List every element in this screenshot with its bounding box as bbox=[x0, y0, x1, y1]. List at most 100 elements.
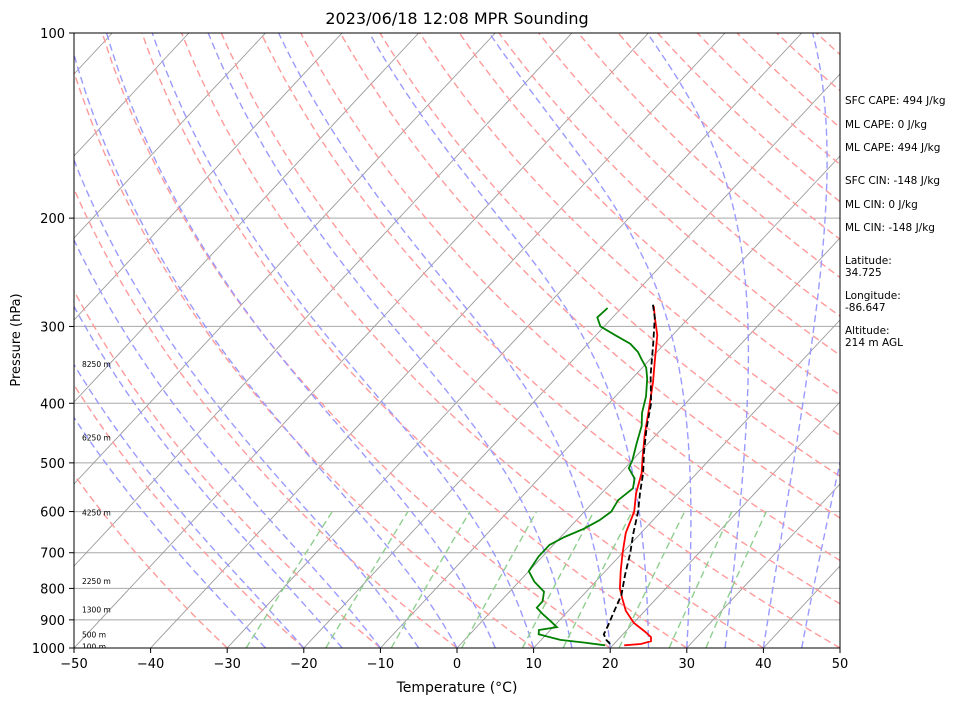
x-axis-label: Temperature (°C) bbox=[396, 680, 518, 696]
isotherm-line bbox=[686, 483, 840, 648]
sounding-profiles bbox=[527, 303, 659, 647]
altitude-value: 214 m AGL bbox=[845, 337, 903, 349]
ml-cape-text: ML CAPE: 0 J/kg bbox=[845, 119, 927, 131]
moist-adiabat-line bbox=[74, 363, 305, 648]
dry-adiabat-line bbox=[419, 33, 840, 437]
isotherm-line bbox=[74, 33, 190, 157]
mixing-ratio-line bbox=[562, 511, 633, 648]
x-tick-label: 40 bbox=[755, 657, 772, 672]
y-tick-label: 700 bbox=[40, 547, 65, 562]
parcel-line bbox=[602, 303, 656, 645]
height-label: 8250 m bbox=[82, 360, 111, 369]
y-tick-label: 600 bbox=[40, 506, 65, 521]
sfc-cape-text: SFC CAPE: 494 J/kg bbox=[845, 95, 946, 107]
mixing-ratio-line bbox=[325, 511, 409, 648]
height-label: 6250 m bbox=[82, 434, 111, 443]
stats-panel: SFC CAPE: 494 J/kg ML CAPE: 0 J/kg ML CA… bbox=[845, 95, 946, 349]
height-label: 2250 m bbox=[82, 577, 111, 586]
x-axis: −50 −40 −30 −20 −10 0 10 20 30 40 50 bbox=[60, 648, 848, 672]
longitude-label: Longitude: bbox=[845, 290, 901, 302]
height-label: 100 m bbox=[82, 642, 106, 651]
background-lines bbox=[74, 33, 840, 648]
moist-adiabat-line bbox=[368, 33, 650, 648]
moist-adiabat-line bbox=[74, 238, 381, 648]
y-tick-label: 1000 bbox=[32, 642, 65, 657]
x-tick-label: −20 bbox=[290, 657, 317, 672]
dry-adiabat-line bbox=[379, 33, 840, 478]
sfc-cin-text: SFC CIN: -148 J/kg bbox=[845, 175, 940, 187]
x-tick-label: 30 bbox=[679, 657, 696, 672]
dry-adiabat-line bbox=[260, 33, 840, 605]
isotherm-line bbox=[533, 319, 840, 648]
mixing-ratio-line bbox=[521, 511, 595, 648]
y-axis: 100 200 300 400 500 600 700 800 900 1000 bbox=[32, 27, 74, 657]
x-tick-label: −40 bbox=[137, 657, 164, 672]
moist-adiabat-line bbox=[762, 33, 828, 648]
mixing-ratio-line bbox=[618, 511, 686, 648]
ml-cin-text-2: ML CIN: -148 J/kg bbox=[845, 222, 935, 234]
height-label: 1300 m bbox=[82, 606, 111, 615]
moist-adiabat-line bbox=[207, 33, 573, 648]
dry-adiabat-line bbox=[498, 33, 840, 357]
y-tick-label: 100 bbox=[40, 27, 65, 42]
x-tick-label: −10 bbox=[367, 657, 394, 672]
isotherm-line bbox=[303, 73, 840, 648]
y-axis-label: Pressure (hPa) bbox=[9, 293, 24, 386]
isotherm-line bbox=[74, 33, 266, 239]
moist-adiabat-line bbox=[151, 33, 535, 648]
longitude-value: -86.647 bbox=[845, 302, 886, 314]
dry-adiabat-line bbox=[577, 33, 840, 279]
ml-cape-text-2: ML CAPE: 494 J/kg bbox=[845, 142, 940, 154]
isotherm-line bbox=[74, 33, 420, 403]
mixing-ratio-line bbox=[705, 511, 767, 648]
x-tick-label: 0 bbox=[453, 657, 461, 672]
altitude-label: Altitude: bbox=[845, 325, 890, 337]
moist-adiabat-line bbox=[646, 33, 750, 648]
moist-adiabat-line bbox=[74, 416, 267, 648]
plot-background bbox=[74, 33, 840, 648]
mixing-ratio-line bbox=[245, 511, 333, 648]
mixing-ratio-line bbox=[461, 511, 538, 648]
y-tick-label: 200 bbox=[40, 212, 65, 227]
moist-adiabat-line bbox=[74, 51, 458, 648]
dry-adiabat-line bbox=[74, 187, 458, 648]
dry-adiabat-line bbox=[657, 33, 840, 203]
moist-adiabat-line bbox=[488, 33, 692, 648]
chart-title: 2023/06/18 12:08 MPR Sounding bbox=[325, 9, 588, 28]
y-tick-label: 500 bbox=[40, 457, 65, 472]
dry-adiabat-line bbox=[101, 33, 611, 648]
isotherm-line bbox=[226, 33, 803, 648]
height-labels: 100 m 500 m 1300 m 2250 m 4250 m 6250 m 8250 m bbox=[82, 360, 111, 651]
dry-adiabat-line bbox=[74, 69, 535, 648]
isotherm-line bbox=[74, 33, 496, 485]
dry-adiabat-line bbox=[220, 33, 840, 648]
x-tick-label: −30 bbox=[213, 657, 240, 672]
isotherm-line bbox=[380, 155, 840, 648]
dry-adiabat-line bbox=[339, 33, 840, 519]
temperature-line bbox=[618, 306, 659, 647]
dry-adiabat-line bbox=[180, 33, 764, 648]
dewpoint-line bbox=[527, 307, 649, 647]
isotherm-line bbox=[150, 33, 726, 648]
latitude-label: Latitude: bbox=[845, 255, 892, 267]
x-tick-label: 10 bbox=[525, 657, 542, 672]
height-label: 4250 m bbox=[82, 508, 111, 517]
moist-adiabat-line bbox=[801, 459, 840, 648]
dry-adiabat-line bbox=[300, 33, 840, 562]
mixing-ratio-line bbox=[390, 511, 471, 648]
isotherm-line bbox=[456, 237, 840, 648]
isotherm-line bbox=[74, 33, 649, 648]
isotherm-line bbox=[609, 401, 840, 648]
x-tick-label: −50 bbox=[60, 657, 87, 672]
y-tick-label: 300 bbox=[40, 320, 65, 335]
dry-adiabat-line bbox=[458, 33, 840, 396]
isotherm-line bbox=[74, 33, 573, 567]
moist-adiabat-line bbox=[105, 33, 496, 648]
x-tick-label: 50 bbox=[832, 657, 849, 672]
ml-cin-text: ML CIN: 0 J/kg bbox=[845, 199, 918, 211]
moist-adiabat-line bbox=[74, 305, 343, 648]
y-tick-label: 800 bbox=[40, 582, 65, 597]
y-tick-label: 900 bbox=[40, 614, 65, 629]
mixing-ratio-line bbox=[668, 511, 733, 648]
